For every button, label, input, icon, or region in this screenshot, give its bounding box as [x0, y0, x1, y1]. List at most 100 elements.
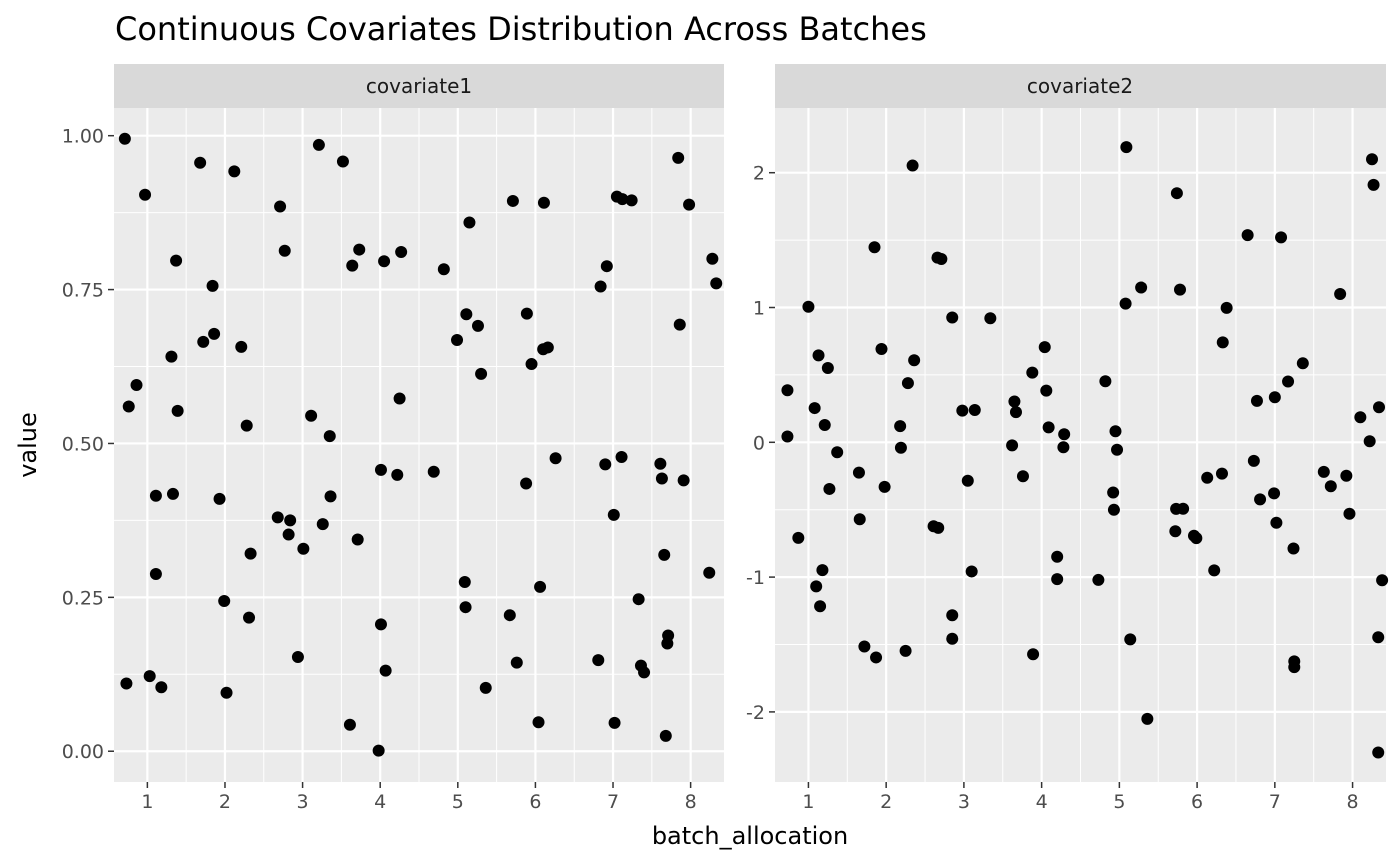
data-point — [1177, 502, 1190, 515]
data-point — [1092, 573, 1105, 586]
data-point — [1040, 384, 1053, 397]
data-point — [956, 404, 969, 417]
data-point — [351, 533, 364, 546]
data-point — [625, 194, 638, 207]
data-point — [1057, 441, 1070, 454]
gridlines-covariate1 — [114, 108, 724, 782]
data-point — [1026, 366, 1039, 379]
data-point — [1051, 573, 1064, 586]
data-point — [858, 640, 871, 653]
panel-covariate2: covariate2 1 2 3 4 5 6 7 8 -2 -1 0 1 2 — [746, 64, 1389, 813]
data-point — [1275, 231, 1288, 244]
data-point — [1373, 401, 1386, 414]
data-point — [1367, 178, 1380, 191]
data-point — [592, 654, 605, 667]
data-point — [868, 241, 881, 254]
data-point — [608, 716, 621, 729]
y-tick-label: 2 — [753, 163, 765, 185]
data-point — [875, 343, 888, 356]
data-point — [1363, 435, 1376, 448]
data-point — [437, 263, 450, 276]
y-tick-label: 0.25 — [62, 587, 104, 609]
data-point — [471, 319, 484, 332]
data-point — [899, 644, 912, 657]
data-point — [812, 349, 825, 362]
data-point — [906, 159, 919, 172]
data-point — [1287, 542, 1300, 555]
strip-label-covariate2: covariate2 — [1027, 74, 1133, 98]
data-point — [463, 216, 476, 229]
data-point — [393, 392, 406, 405]
x-tick-label: 8 — [685, 791, 697, 813]
data-point — [208, 327, 221, 340]
data-point — [166, 487, 179, 500]
data-point — [130, 378, 143, 391]
data-point — [781, 430, 794, 443]
x-tick-label: 1 — [802, 791, 814, 813]
data-point — [149, 567, 162, 580]
data-point — [312, 138, 325, 151]
data-point — [1340, 469, 1353, 482]
data-point — [541, 341, 554, 354]
data-point — [1135, 281, 1148, 294]
data-point — [220, 686, 233, 699]
data-point — [823, 482, 836, 495]
data-point — [379, 664, 392, 677]
x-tick-label: 6 — [1191, 791, 1203, 813]
data-point — [616, 193, 629, 206]
x-tick-label: 1 — [141, 791, 153, 813]
data-point — [814, 600, 827, 613]
data-point — [1208, 564, 1221, 577]
data-point — [549, 452, 562, 465]
data-point — [946, 609, 959, 622]
y-tick-label: 1 — [753, 298, 765, 320]
x-tick-label: 2 — [880, 791, 892, 813]
data-point — [120, 677, 133, 690]
data-point — [1247, 454, 1260, 467]
data-point — [1170, 187, 1183, 200]
data-point — [278, 244, 291, 257]
data-point — [852, 466, 865, 479]
x-tick-label: 5 — [452, 791, 464, 813]
strip-covariate1 — [114, 64, 724, 108]
data-point — [391, 468, 404, 481]
data-point — [235, 340, 248, 353]
data-point — [139, 188, 152, 201]
data-point — [324, 490, 337, 503]
data-point — [206, 279, 219, 292]
data-point — [706, 252, 719, 265]
data-point — [143, 670, 156, 683]
data-point — [537, 196, 550, 209]
data-point — [654, 457, 667, 470]
data-point — [1268, 391, 1281, 404]
ticks-covariate2: 1 2 3 4 5 6 7 8 -2 -1 0 1 2 — [746, 163, 1359, 813]
data-point — [479, 681, 492, 694]
data-point — [894, 441, 907, 454]
data-point — [1038, 341, 1051, 354]
data-point — [1119, 297, 1132, 310]
x-tick-label: 4 — [1036, 791, 1048, 813]
data-point — [1009, 406, 1022, 419]
data-point — [600, 260, 613, 273]
data-point — [374, 463, 387, 476]
data-point — [378, 255, 391, 268]
data-point — [240, 419, 253, 432]
y-tick-label: 1.00 — [62, 126, 104, 148]
data-point — [961, 474, 974, 487]
data-point — [427, 465, 440, 478]
data-point — [1250, 394, 1263, 407]
data-point — [506, 194, 519, 207]
data-point — [1042, 421, 1055, 434]
data-point — [372, 744, 385, 757]
data-point — [346, 259, 359, 272]
data-point — [291, 651, 304, 664]
data-point — [1124, 633, 1137, 646]
data-point — [244, 547, 257, 560]
data-point — [305, 409, 318, 422]
data-point — [1190, 532, 1203, 545]
panel-covariate1: covariate1 1 2 3 4 5 6 7 8 0.00 0.25 0.50 0.75 1.00 — [62, 64, 724, 813]
data-point — [810, 580, 823, 593]
data-point — [353, 243, 366, 256]
data-point — [1268, 487, 1281, 500]
data-point — [297, 542, 310, 555]
